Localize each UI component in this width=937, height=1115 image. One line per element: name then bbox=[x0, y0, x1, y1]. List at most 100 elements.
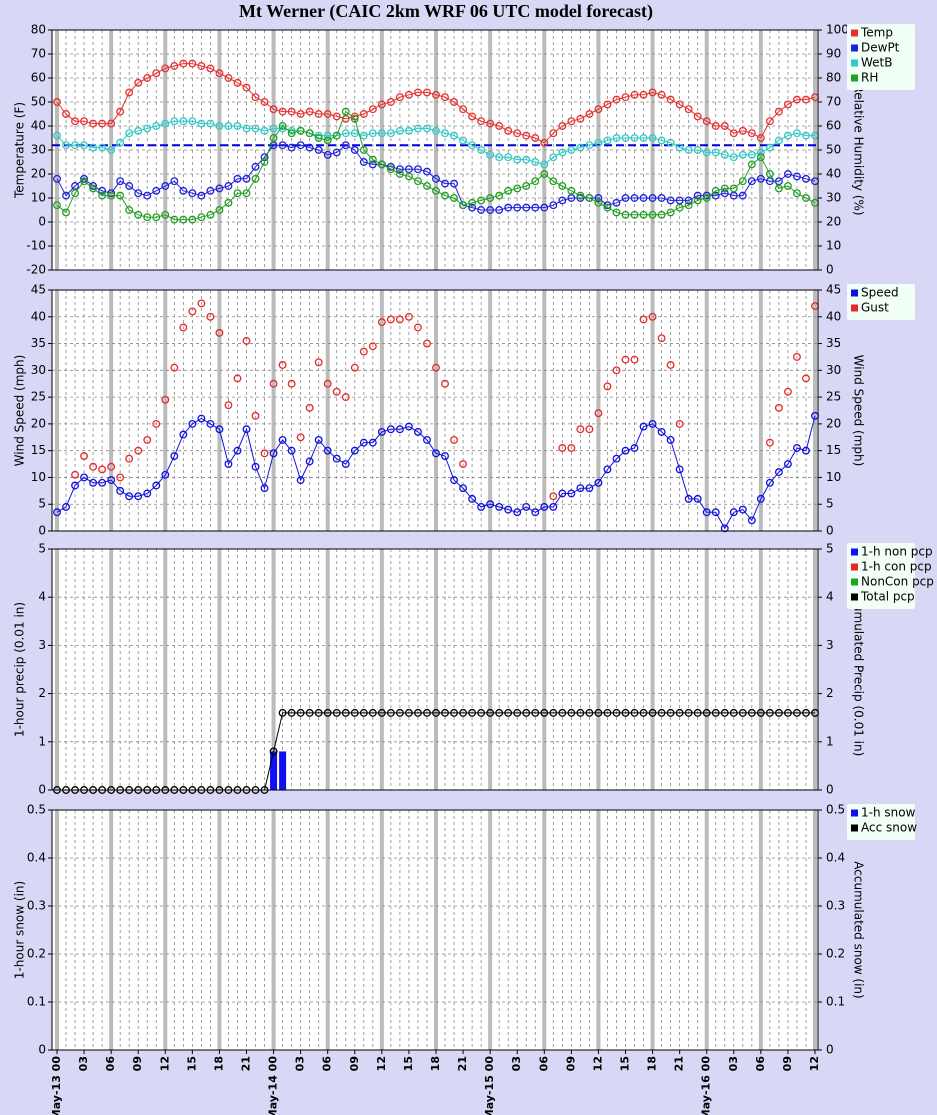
data-point bbox=[702, 194, 711, 202]
legend-swatch bbox=[851, 578, 858, 586]
data-point bbox=[540, 708, 549, 717]
x-tick-label: 12 bbox=[375, 1056, 388, 1071]
data-point bbox=[603, 708, 612, 717]
data-point bbox=[603, 203, 612, 212]
data-point bbox=[269, 449, 278, 458]
data-point bbox=[630, 708, 639, 717]
data-point bbox=[576, 194, 585, 202]
data-point bbox=[711, 122, 720, 130]
legend-box bbox=[847, 804, 915, 840]
data-point bbox=[323, 446, 332, 455]
x-tick-label: May-16 00 bbox=[700, 1056, 713, 1115]
data-point bbox=[612, 454, 621, 463]
data-point bbox=[368, 708, 377, 717]
y2-tick-label: 60 bbox=[826, 119, 841, 133]
data-point bbox=[359, 131, 368, 140]
data-point bbox=[756, 134, 765, 142]
data-point bbox=[314, 436, 323, 444]
data-point bbox=[423, 436, 431, 444]
data-point bbox=[224, 74, 233, 82]
data-point bbox=[170, 363, 179, 372]
x-tick-label: May-13 00 bbox=[50, 1056, 63, 1115]
x-tick-label: 09 bbox=[348, 1056, 361, 1071]
data-point bbox=[459, 484, 468, 493]
data-point bbox=[549, 492, 558, 501]
data-point bbox=[152, 481, 161, 490]
data-point bbox=[441, 191, 449, 200]
data-point bbox=[720, 524, 729, 533]
data-point bbox=[143, 213, 152, 222]
data-point bbox=[251, 411, 260, 420]
data-point bbox=[386, 315, 395, 324]
y2-tick-label: 5 bbox=[826, 497, 834, 511]
data-point bbox=[756, 148, 765, 157]
data-point bbox=[729, 129, 738, 138]
data-point bbox=[603, 100, 612, 109]
data-point bbox=[170, 215, 179, 224]
data-point bbox=[125, 88, 134, 97]
legend-swatch bbox=[851, 824, 858, 832]
legend-swatch bbox=[851, 304, 858, 312]
data-point bbox=[648, 210, 657, 219]
y2-tick-label: 70 bbox=[826, 95, 841, 109]
y2-axis-title: Wind Speed (mph) bbox=[852, 355, 866, 467]
legend-label: 1-h non pcp bbox=[861, 545, 933, 559]
data-point bbox=[477, 146, 486, 154]
data-point bbox=[513, 203, 522, 212]
data-point bbox=[278, 141, 287, 150]
data-point bbox=[522, 708, 531, 717]
data-point bbox=[702, 708, 711, 717]
legend-swatch bbox=[851, 548, 858, 556]
legend-swatch bbox=[851, 59, 858, 67]
data-point bbox=[513, 129, 522, 138]
data-point bbox=[793, 95, 801, 104]
data-point bbox=[450, 708, 458, 717]
data-point bbox=[585, 141, 594, 150]
data-point bbox=[522, 182, 531, 190]
data-point bbox=[450, 98, 458, 106]
data-point bbox=[666, 95, 675, 104]
data-point bbox=[459, 136, 468, 145]
data-point bbox=[459, 105, 468, 114]
data-point bbox=[720, 189, 729, 198]
y2-tick-label: 20 bbox=[826, 215, 841, 229]
data-point bbox=[197, 62, 206, 70]
data-point bbox=[612, 366, 621, 375]
data-point bbox=[594, 478, 603, 487]
data-point bbox=[161, 470, 170, 479]
data-point bbox=[107, 191, 116, 200]
data-point bbox=[774, 708, 783, 717]
data-point bbox=[323, 379, 332, 388]
data-point bbox=[639, 315, 648, 324]
y2-axis-title: Accumulated Precip (0.01 in) bbox=[852, 583, 866, 757]
data-point bbox=[558, 182, 567, 190]
data-point bbox=[197, 414, 206, 423]
x-tick-label: 09 bbox=[781, 1056, 794, 1071]
data-point bbox=[368, 105, 377, 114]
data-point bbox=[332, 112, 341, 121]
y-tick-label: 40 bbox=[31, 309, 46, 323]
data-point bbox=[143, 436, 152, 444]
data-point bbox=[675, 203, 684, 212]
data-point bbox=[594, 105, 603, 114]
data-point bbox=[287, 143, 296, 152]
data-point bbox=[540, 170, 549, 178]
data-point bbox=[305, 107, 314, 116]
y2-tick-label: 80 bbox=[826, 71, 841, 85]
data-point bbox=[648, 708, 657, 717]
data-point bbox=[98, 478, 107, 487]
data-point bbox=[486, 708, 495, 717]
data-point bbox=[260, 484, 269, 493]
y2-tick-label: 35 bbox=[826, 336, 841, 350]
x-tick-label: 03 bbox=[77, 1056, 90, 1071]
data-point bbox=[359, 438, 368, 447]
legend-swatch bbox=[851, 563, 858, 571]
data-point bbox=[558, 148, 567, 157]
legend-swatch bbox=[851, 289, 858, 297]
data-point bbox=[314, 146, 323, 154]
data-point bbox=[504, 708, 513, 717]
data-point bbox=[783, 182, 792, 190]
data-point bbox=[720, 122, 729, 130]
data-point bbox=[666, 138, 675, 147]
